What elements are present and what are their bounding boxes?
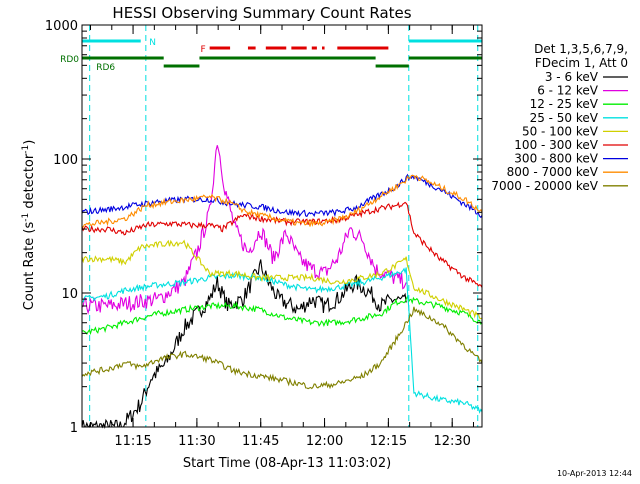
x-tick-label: 12:15 <box>370 434 407 449</box>
x-tick-label: 12:00 <box>306 434 343 449</box>
legend-label: 25 - 50 keV <box>530 111 599 125</box>
series-line <box>81 173 483 219</box>
chart-title: HESSI Observing Summary Count Rates <box>112 4 411 22</box>
legend-label: 3 - 6 keV <box>545 70 599 84</box>
y-axis-label-main: Count Rate (s <box>22 222 37 311</box>
legend-label: 800 - 7000 keV <box>507 165 599 179</box>
y-tick-label: 10 <box>61 287 78 302</box>
x-tick-label: 11:30 <box>178 434 215 449</box>
axis-layer: 1 10 100 1000 11:15 11:30 11:45 12:00 12:15 12:30 <box>45 19 482 449</box>
series-line <box>81 239 483 320</box>
y-axis-label-end: ) <box>22 140 37 145</box>
series-line <box>81 145 407 315</box>
flare-label: F <box>200 45 205 55</box>
series-line <box>81 267 483 414</box>
night-label: N <box>149 38 156 48</box>
footer-date: 10-Apr-2013 12:44 <box>557 469 632 478</box>
legend-label: 50 - 100 keV <box>522 124 599 138</box>
y-tick-label: 1 <box>70 421 78 436</box>
y-tick-label: 1000 <box>45 19 78 34</box>
series-line <box>81 294 483 336</box>
legend-label: 300 - 800 keV <box>514 152 598 166</box>
legend-label: 12 - 25 keV <box>530 97 599 111</box>
x-tick-label: 11:45 <box>242 434 279 449</box>
series-line <box>81 201 483 288</box>
x-axis-label: Start Time (08-Apr-13 11:03:02) <box>183 456 391 471</box>
annotation-layer: N F RD0 RD6 <box>60 25 482 427</box>
x-tick-label: 12:30 <box>433 434 470 449</box>
legend-label: 7000 - 20000 keV <box>491 179 598 193</box>
series-line <box>81 174 483 228</box>
series-line <box>81 259 407 429</box>
rd0-label: RD0 <box>60 55 79 65</box>
legend-label: 6 - 12 keV <box>537 84 599 98</box>
series-layer <box>81 145 483 429</box>
x-tick-label: 11:15 <box>114 434 151 449</box>
y-tick-label: 100 <box>53 153 78 168</box>
y-axis-label: Count Rate (s-1 detector-1) <box>21 140 37 311</box>
rd6-label: RD6 <box>96 63 115 73</box>
legend: Det 1,3,5,6,7,9, FDecim 1, Att 0 3 - 6 k… <box>491 42 628 193</box>
y-axis-label-sup-2: -1 <box>21 145 31 154</box>
legend-header-1: Det 1,3,5,6,7,9, <box>534 42 628 56</box>
legend-header-2: FDecim 1, Att 0 <box>535 56 628 70</box>
y-axis-label-sup-1: -1 <box>21 213 31 222</box>
y-axis-label-mid: detector <box>22 153 37 213</box>
legend-label: 100 - 300 keV <box>514 138 598 152</box>
series-line <box>81 306 483 390</box>
